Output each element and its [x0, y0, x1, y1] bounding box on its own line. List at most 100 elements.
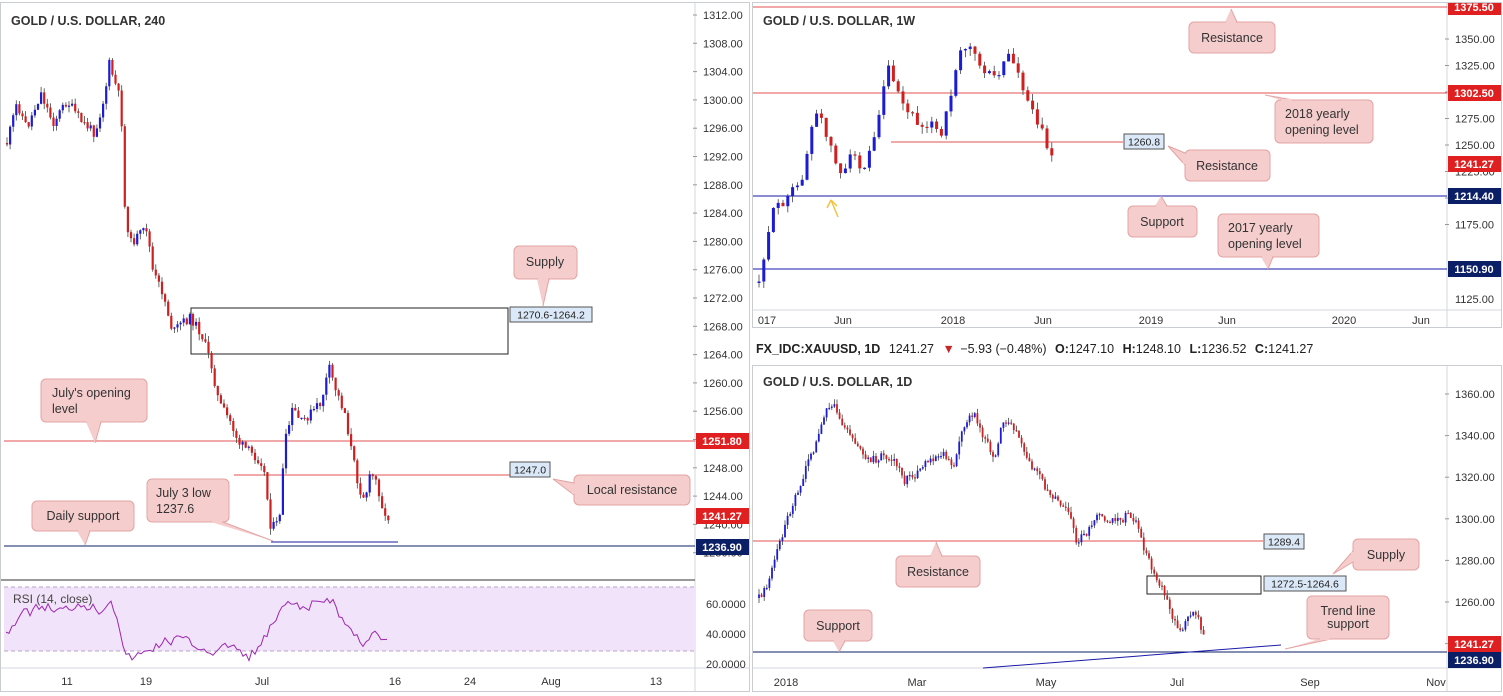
candle-bear	[1016, 63, 1020, 73]
candle-bull	[762, 259, 766, 282]
price-tick-label: 1268.00	[703, 321, 743, 333]
candle-bull	[36, 103, 40, 110]
candle-bull	[872, 455, 875, 463]
candle-bear	[210, 353, 213, 369]
candle-bear	[856, 443, 859, 446]
rsi-band	[4, 587, 695, 651]
candle-bull	[994, 455, 997, 457]
zone-label-box	[1263, 575, 1347, 592]
svg-text:July 3 low: July 3 low	[156, 486, 212, 500]
candle-bull	[1116, 517, 1119, 521]
candle-bear	[27, 122, 30, 127]
level-label: 1289.4	[1268, 537, 1300, 549]
candle-bull	[820, 424, 823, 434]
candle-bear	[359, 483, 362, 495]
candle-bear	[851, 434, 854, 439]
candle-bull	[963, 427, 966, 432]
candle-bear	[257, 460, 260, 464]
candle-bull	[960, 431, 963, 442]
candle-bear	[346, 413, 350, 435]
price-tick-label: 1360.00	[1455, 389, 1495, 401]
price-tag-current	[1448, 156, 1501, 172]
candle-bear	[1075, 527, 1078, 543]
candle-bull	[315, 403, 319, 409]
candle-bull	[771, 567, 773, 579]
candle-bull	[275, 521, 278, 523]
candle-bull	[867, 150, 871, 168]
svg-text:Resistance: Resistance	[907, 565, 969, 579]
candle-bear	[303, 417, 306, 419]
price-tag-1251	[696, 433, 749, 449]
price-tick-label: 1280.00	[1455, 555, 1495, 567]
candle-bull	[1080, 534, 1083, 543]
time-tick-label: 2020	[1332, 315, 1356, 327]
candle-bull	[136, 233, 139, 245]
candle-bear	[1011, 53, 1015, 64]
svg-text:support: support	[1327, 617, 1369, 631]
candle-bear	[989, 441, 992, 453]
chart-4h[interactable]: GOLD / U.S. DOLLAR, 240 1312.001308.0013…	[1, 3, 749, 691]
callout-resistance: Resistance	[895, 541, 981, 588]
header-change: −5.93 (−0.48%)	[960, 342, 1047, 356]
candle-bull	[291, 407, 294, 426]
candle-bear	[266, 472, 269, 500]
candle-bull	[322, 394, 325, 407]
chart-weekly[interactable]: GOLD / U.S. DOLLAR, 1W 1350.00 1325.00 130…	[753, 0, 1501, 327]
price-tick-label: 1292.00	[703, 152, 743, 164]
candle-bear	[896, 81, 900, 92]
candle-bear	[932, 458, 935, 462]
candle-bull	[810, 453, 812, 460]
chart-daily[interactable]: GOLD / U.S. DOLLAR, 1D 1360.00 1340.00 132…	[753, 366, 1501, 691]
candle-bear	[947, 458, 950, 461]
time-tick-label: May	[1036, 677, 1057, 689]
price-tag-top	[1448, 0, 1501, 15]
candle-bear	[981, 427, 984, 438]
candle-bull	[817, 433, 820, 442]
level-label: 1247.0	[514, 465, 546, 477]
candle-bull	[815, 113, 819, 127]
candle-bear	[145, 228, 148, 232]
candle-bull	[882, 86, 886, 115]
callout-supply: Supply	[1332, 538, 1420, 575]
candle-bear	[1171, 609, 1174, 619]
candle-bear	[875, 455, 877, 463]
candle-bear	[1023, 443, 1026, 452]
candle-bear	[387, 515, 390, 521]
candle-bull	[924, 461, 927, 468]
candle-bear	[895, 458, 898, 467]
candle-bear	[1106, 520, 1109, 522]
candle-bear	[1174, 618, 1176, 621]
candle-bull	[997, 443, 1000, 456]
candle-bear	[973, 46, 977, 54]
supply-zone-box	[190, 307, 509, 355]
candle-bull	[89, 125, 92, 129]
time-tick-label: 13	[650, 676, 662, 688]
price-tick-label: 1325.00	[1455, 61, 1495, 73]
price-tag-2017	[1448, 261, 1501, 277]
candle-bull	[1135, 520, 1137, 522]
candle-bull	[241, 441, 244, 445]
candle-bull	[959, 50, 963, 71]
time-tick-label: Nov	[1426, 677, 1446, 689]
symbol-label[interactable]: FX_IDC:XAUUSD, 1D	[756, 342, 881, 356]
candle-bull	[999, 427, 1002, 444]
callout-support: Support	[803, 609, 873, 653]
candle-bear	[92, 125, 95, 137]
candle-bear	[1045, 128, 1049, 149]
candle-bull	[15, 104, 18, 116]
candle-bull	[1098, 514, 1101, 516]
candle-bear	[859, 445, 862, 449]
candle-bull	[1181, 629, 1184, 631]
candle-bear	[1122, 520, 1124, 523]
candle-bear	[213, 368, 216, 387]
candle-bear	[229, 415, 232, 422]
candle-bull	[812, 452, 815, 454]
candle-bull	[823, 417, 825, 425]
time-tick-label: 017	[758, 315, 776, 327]
candle-bear	[362, 494, 365, 498]
candle-bull	[942, 451, 945, 457]
time-axis: 11 19 Jul 16 24 Aug 13	[61, 676, 662, 688]
candle-bull	[188, 314, 191, 325]
candle-bear	[80, 112, 83, 123]
candle-bull	[1093, 520, 1096, 526]
